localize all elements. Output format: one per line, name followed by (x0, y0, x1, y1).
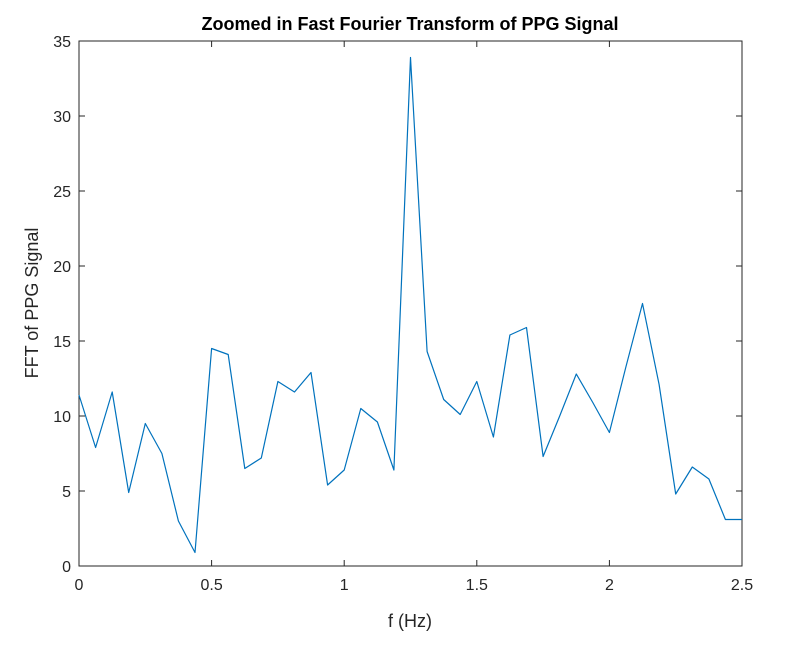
y-tick-label: 25 (53, 184, 71, 201)
x-tick-label: 2.5 (731, 577, 753, 594)
axes-box (78, 40, 743, 567)
x-axis-ticks: 0 0.5 1 1.5 2 2.5 (75, 41, 753, 594)
series-line (78, 56, 742, 554)
plot-area: 0 0.5 1 1.5 2 2.5 0 5 10 15 20 25 30 35 (53, 34, 753, 594)
x-tick-label: 0 (75, 577, 84, 594)
y-tick-label: 20 (53, 259, 71, 276)
y-tick-label: 35 (53, 34, 71, 51)
series-layer (78, 56, 742, 554)
x-tick-label: 2 (605, 577, 614, 594)
y-axis-ticks: 0 5 10 15 20 25 30 35 (53, 34, 742, 576)
y-axis-label: FFT of PPG Signal (22, 228, 42, 379)
x-tick-label: 1 (340, 577, 349, 594)
y-tick-label: 5 (62, 484, 71, 501)
chart-title: Zoomed in Fast Fourier Transform of PPG … (201, 14, 618, 34)
y-tick-label: 0 (62, 559, 71, 576)
x-tick-label: 1.5 (466, 577, 488, 594)
y-tick-label: 15 (53, 334, 71, 351)
x-tick-label: 0.5 (200, 577, 222, 594)
x-axis-label: f (Hz) (388, 611, 432, 631)
y-tick-label: 30 (53, 109, 71, 126)
y-tick-label: 10 (53, 409, 71, 426)
